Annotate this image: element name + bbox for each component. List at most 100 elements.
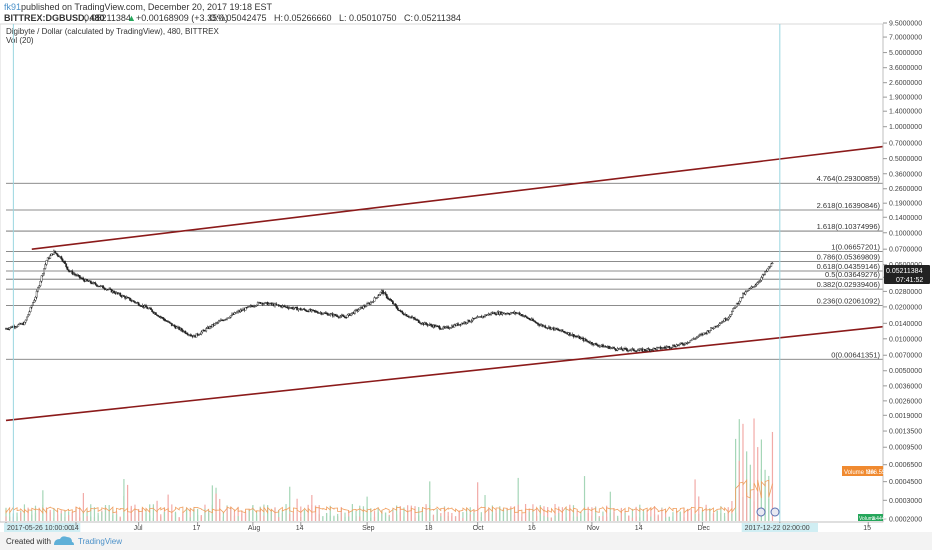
candles <box>5 249 774 353</box>
candle-body <box>726 319 728 321</box>
volume-bar <box>510 508 512 521</box>
volume-bar <box>598 517 600 521</box>
candle-body <box>17 324 20 327</box>
volume-bar <box>746 492 748 521</box>
candle-body <box>732 308 735 312</box>
footer-bar <box>0 532 932 550</box>
ohlc-value: 0.05010750 <box>349 13 397 23</box>
candle-body <box>739 297 742 302</box>
volume-bar <box>27 507 29 521</box>
candle-body <box>766 268 769 272</box>
tradingview-brand[interactable]: TradingView <box>78 537 122 546</box>
current-price-tag: 0.05211384 07:41:52 <box>884 265 930 284</box>
candle-body <box>532 318 534 321</box>
time-axis[interactable]: 2017-05-26 10:00:00 14 Jul 17 Aug 14 Sep 18 Oct 1… <box>4 522 871 532</box>
candle-body <box>60 256 63 260</box>
volume-bar <box>653 506 656 521</box>
volume-bar <box>639 504 641 521</box>
volume-current-tag-bg <box>858 514 883 521</box>
candle-body <box>342 315 345 318</box>
volume-bar <box>278 517 280 521</box>
author-name[interactable]: fk91 <box>4 2 21 12</box>
us-flag-icon[interactable] <box>770 507 780 517</box>
volume-bar <box>160 514 162 521</box>
candle-body <box>599 345 602 347</box>
candle-body <box>771 262 774 265</box>
candle-body <box>39 281 42 287</box>
candle-body <box>369 302 372 305</box>
volume-bar <box>348 516 350 521</box>
candle-body <box>470 320 473 322</box>
candle-body <box>395 305 398 309</box>
ohlc-key: H: <box>274 13 283 23</box>
candle-body <box>561 329 564 332</box>
trendline-lower[interactable] <box>5 325 884 422</box>
candle-body <box>244 307 247 311</box>
candle-body <box>364 305 367 307</box>
price-axis[interactable]: 9.5000000 7.0000000 5.0000000 3.6000000 2.60… <box>883 21 922 524</box>
volume-bar <box>90 504 92 521</box>
us-flag-icon[interactable] <box>756 507 766 517</box>
candle-body <box>734 306 737 308</box>
volume-bar <box>668 516 670 521</box>
volume-bar <box>495 509 497 521</box>
candle-body <box>664 347 667 349</box>
candle-body <box>218 320 221 322</box>
volume-ma-tag-bg <box>842 466 883 476</box>
y-tick-label: 0.2600000 <box>889 186 922 193</box>
candle-body <box>213 323 216 326</box>
volume-bar <box>329 505 331 521</box>
candle-body <box>152 311 155 314</box>
volume-bar <box>753 418 755 521</box>
y-tick-label: 0.5000000 <box>889 156 922 163</box>
trendlines[interactable] <box>5 145 884 422</box>
x-tick-label: 14 <box>296 525 304 532</box>
candle-body <box>632 348 635 351</box>
candle-body <box>748 288 751 291</box>
candle-body <box>668 346 671 349</box>
candle-body <box>754 284 757 287</box>
candle-body <box>180 328 183 331</box>
trendline-upper[interactable] <box>31 145 884 250</box>
y-tick-label: 0.0013500 <box>889 429 922 436</box>
fibonacci-retracement[interactable]: 0(0.00641351) 0.236(0.02061092) 0.382(0.02… <box>6 174 883 360</box>
created-with-text: Created with <box>6 537 51 546</box>
volume-bar <box>97 512 99 521</box>
volume-bar <box>204 508 206 521</box>
volume-bar <box>609 491 611 521</box>
candle-body <box>760 277 763 281</box>
candle-body <box>162 317 165 320</box>
volume-bar <box>9 516 11 521</box>
candle-body <box>32 302 34 306</box>
event-markers[interactable] <box>756 507 780 517</box>
volume-bar <box>421 512 423 521</box>
volume-bar <box>723 512 726 521</box>
volume-bar <box>82 493 84 521</box>
y-tick-label: 0.0070000 <box>889 353 922 360</box>
candle-body <box>717 325 720 327</box>
candle-body <box>208 325 211 329</box>
volume-bar <box>325 513 328 521</box>
x-tick-label: 15 <box>863 525 871 532</box>
volume-bar <box>222 511 225 521</box>
crosshair-lines <box>12 24 781 522</box>
volume-bar <box>388 516 390 521</box>
candle-body <box>229 315 232 318</box>
candle-body <box>320 312 323 315</box>
volume-bar <box>255 515 258 521</box>
volume-bar <box>252 505 254 521</box>
y-tick-label: 0.0019000 <box>889 413 922 420</box>
tradingview-logo-icon[interactable] <box>54 536 74 545</box>
candle-body <box>245 307 248 309</box>
volume-bar <box>86 510 88 521</box>
candle-body <box>745 290 748 293</box>
volume-bar <box>278 510 280 521</box>
candle-body <box>113 290 115 294</box>
volume-bar <box>377 512 379 521</box>
volume-bar <box>178 517 180 521</box>
candle-body <box>24 319 27 323</box>
candle-body <box>146 307 149 309</box>
candle-body <box>353 310 356 314</box>
